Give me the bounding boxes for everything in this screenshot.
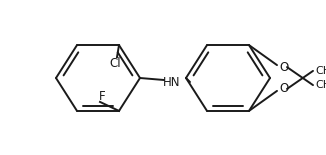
Text: Cl: Cl	[109, 57, 121, 70]
Text: O: O	[279, 61, 288, 74]
Text: F: F	[99, 90, 105, 103]
Text: CH₃: CH₃	[315, 80, 326, 90]
Text: HN: HN	[163, 75, 181, 89]
Text: CH₃: CH₃	[315, 66, 326, 76]
Text: O: O	[279, 82, 288, 95]
